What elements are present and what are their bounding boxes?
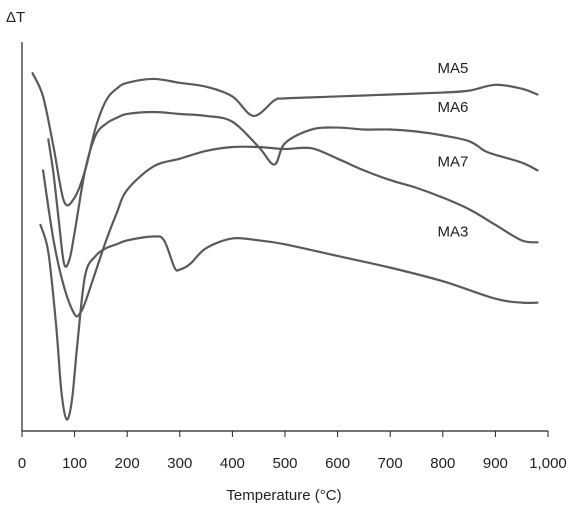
series-line-ma6 [47,110,539,268]
x-tick-label: 300 [167,455,192,472]
labels-layer: 0 100 200 300 400 500 600 700 800 900 1,000 ΔT Tempe… [6,9,567,504]
x-tick-label: 100 [62,455,87,472]
series-line-ma5 [31,72,539,207]
x-tick-label: 400 [220,455,245,472]
series-label-ma5: MA5 [438,60,469,77]
x-tick-label: 900 [483,455,508,472]
x-tick-label: 500 [272,455,297,472]
series-layer [31,72,539,421]
axes-layer [21,42,549,437]
y-axis-label: ΔT [6,9,25,26]
series-label-ma7: MA7 [438,153,469,170]
x-axis-label: Temperature (°C) [226,487,341,504]
series-label-ma6: MA6 [438,99,469,116]
x-tick-label: 0 [18,455,26,472]
x-tick-label: 600 [325,455,350,472]
x-tick-label: 1,000 [529,455,567,472]
series-line-ma3 [39,223,539,421]
x-tick-label: 800 [430,455,455,472]
x-tick-label: 200 [115,455,140,472]
x-tick-label: 700 [378,455,403,472]
series-label-ma3: MA3 [438,224,469,241]
